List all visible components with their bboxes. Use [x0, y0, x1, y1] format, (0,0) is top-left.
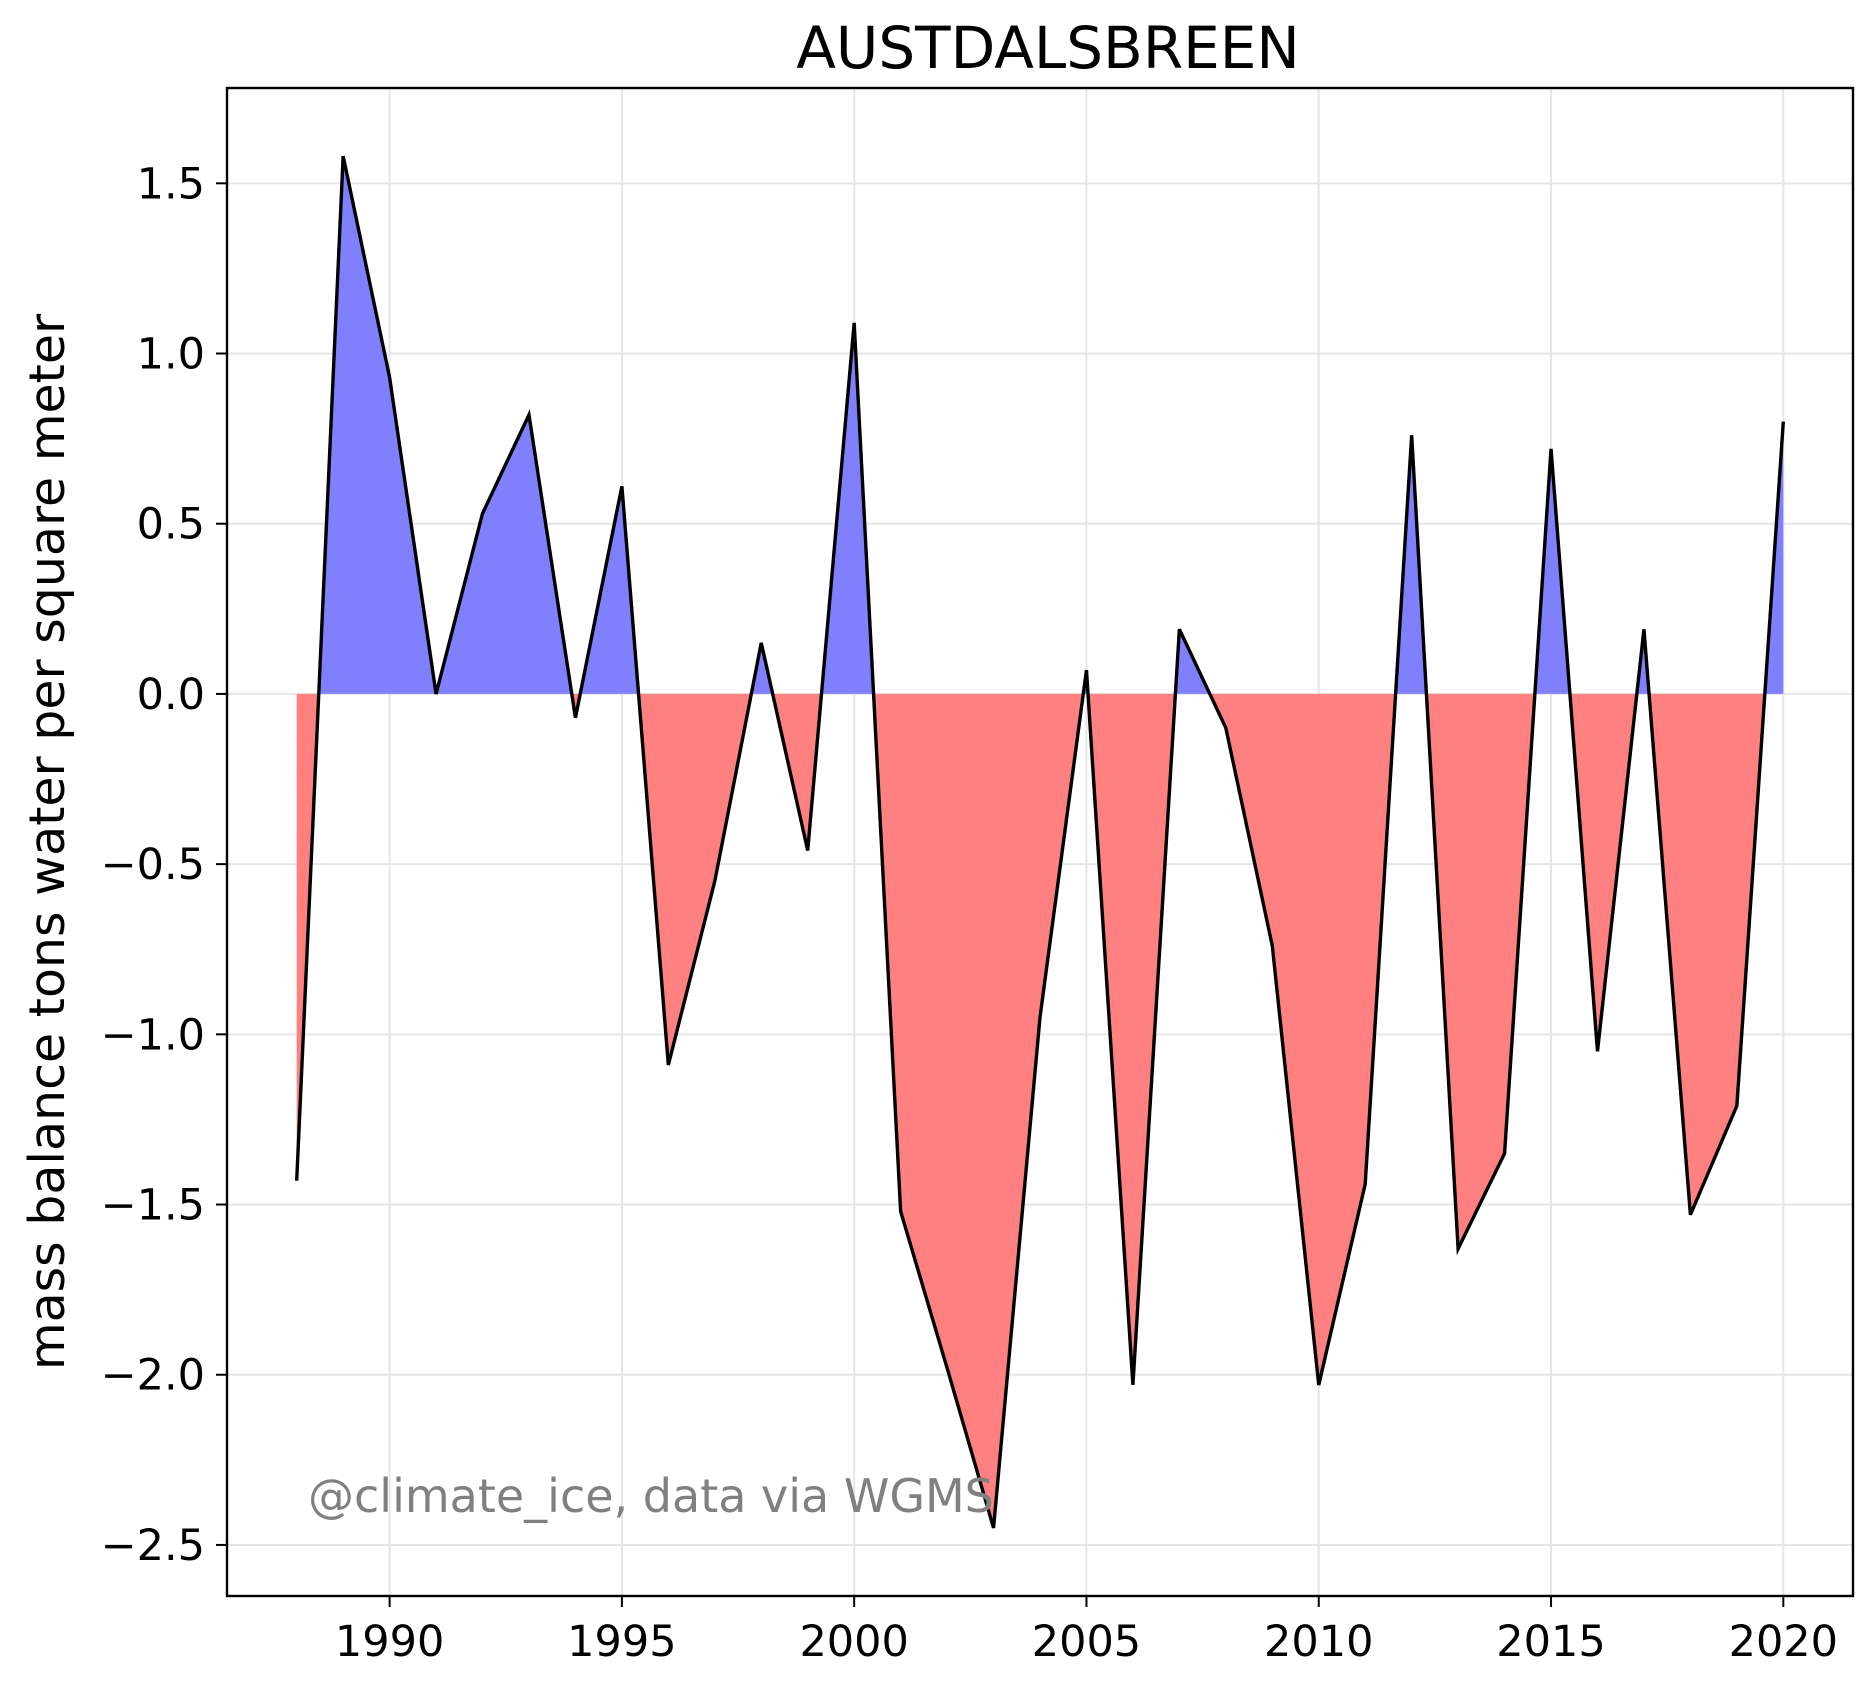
- x-tick-label: 1995: [567, 1617, 676, 1667]
- y-tick-label: 1.0: [137, 330, 205, 380]
- plot-frame: [225, 86, 1855, 1598]
- y-tick-label: −2.0: [101, 1351, 205, 1401]
- y-tick-label: −0.5: [101, 840, 205, 890]
- mass-balance-line: [294, 155, 1786, 1529]
- y-axis-label: mass balance tons water per square meter: [19, 313, 76, 1370]
- chart-title: AUSTDALSBREEN: [796, 14, 1300, 82]
- y-tick-label: 0.0: [137, 670, 205, 720]
- y-tick-label: −2.5: [101, 1521, 205, 1571]
- x-tick-label: 2020: [1729, 1617, 1838, 1667]
- x-tick-label: 2005: [1032, 1617, 1141, 1667]
- negative-balance-area: [296, 693, 1784, 1528]
- credit-annotation: @climate_ice, data via WGMS: [308, 1469, 994, 1523]
- y-axis: 1.5 1.0 0.5 0.0 −0.5 −1.0 −1.5 −2.0 −2.5: [101, 159, 227, 1571]
- y-tick-label: −1.5: [101, 1181, 205, 1231]
- x-axis: 1990 1995 2000 2005 2010 2015 2020: [335, 1596, 1838, 1667]
- y-tick-label: −1.0: [101, 1010, 205, 1060]
- series-lines: [294, 155, 1786, 1529]
- x-tick-label: 2015: [1496, 1617, 1605, 1667]
- x-tick-label: 2000: [799, 1617, 908, 1667]
- x-tick-label: 1990: [335, 1617, 444, 1667]
- positive-balance-area: [296, 156, 1784, 694]
- y-tick-label: 0.5: [137, 500, 205, 550]
- fills: [296, 156, 1784, 1528]
- x-tick-label: 2010: [1264, 1617, 1373, 1667]
- y-tick-label: 1.5: [137, 159, 205, 209]
